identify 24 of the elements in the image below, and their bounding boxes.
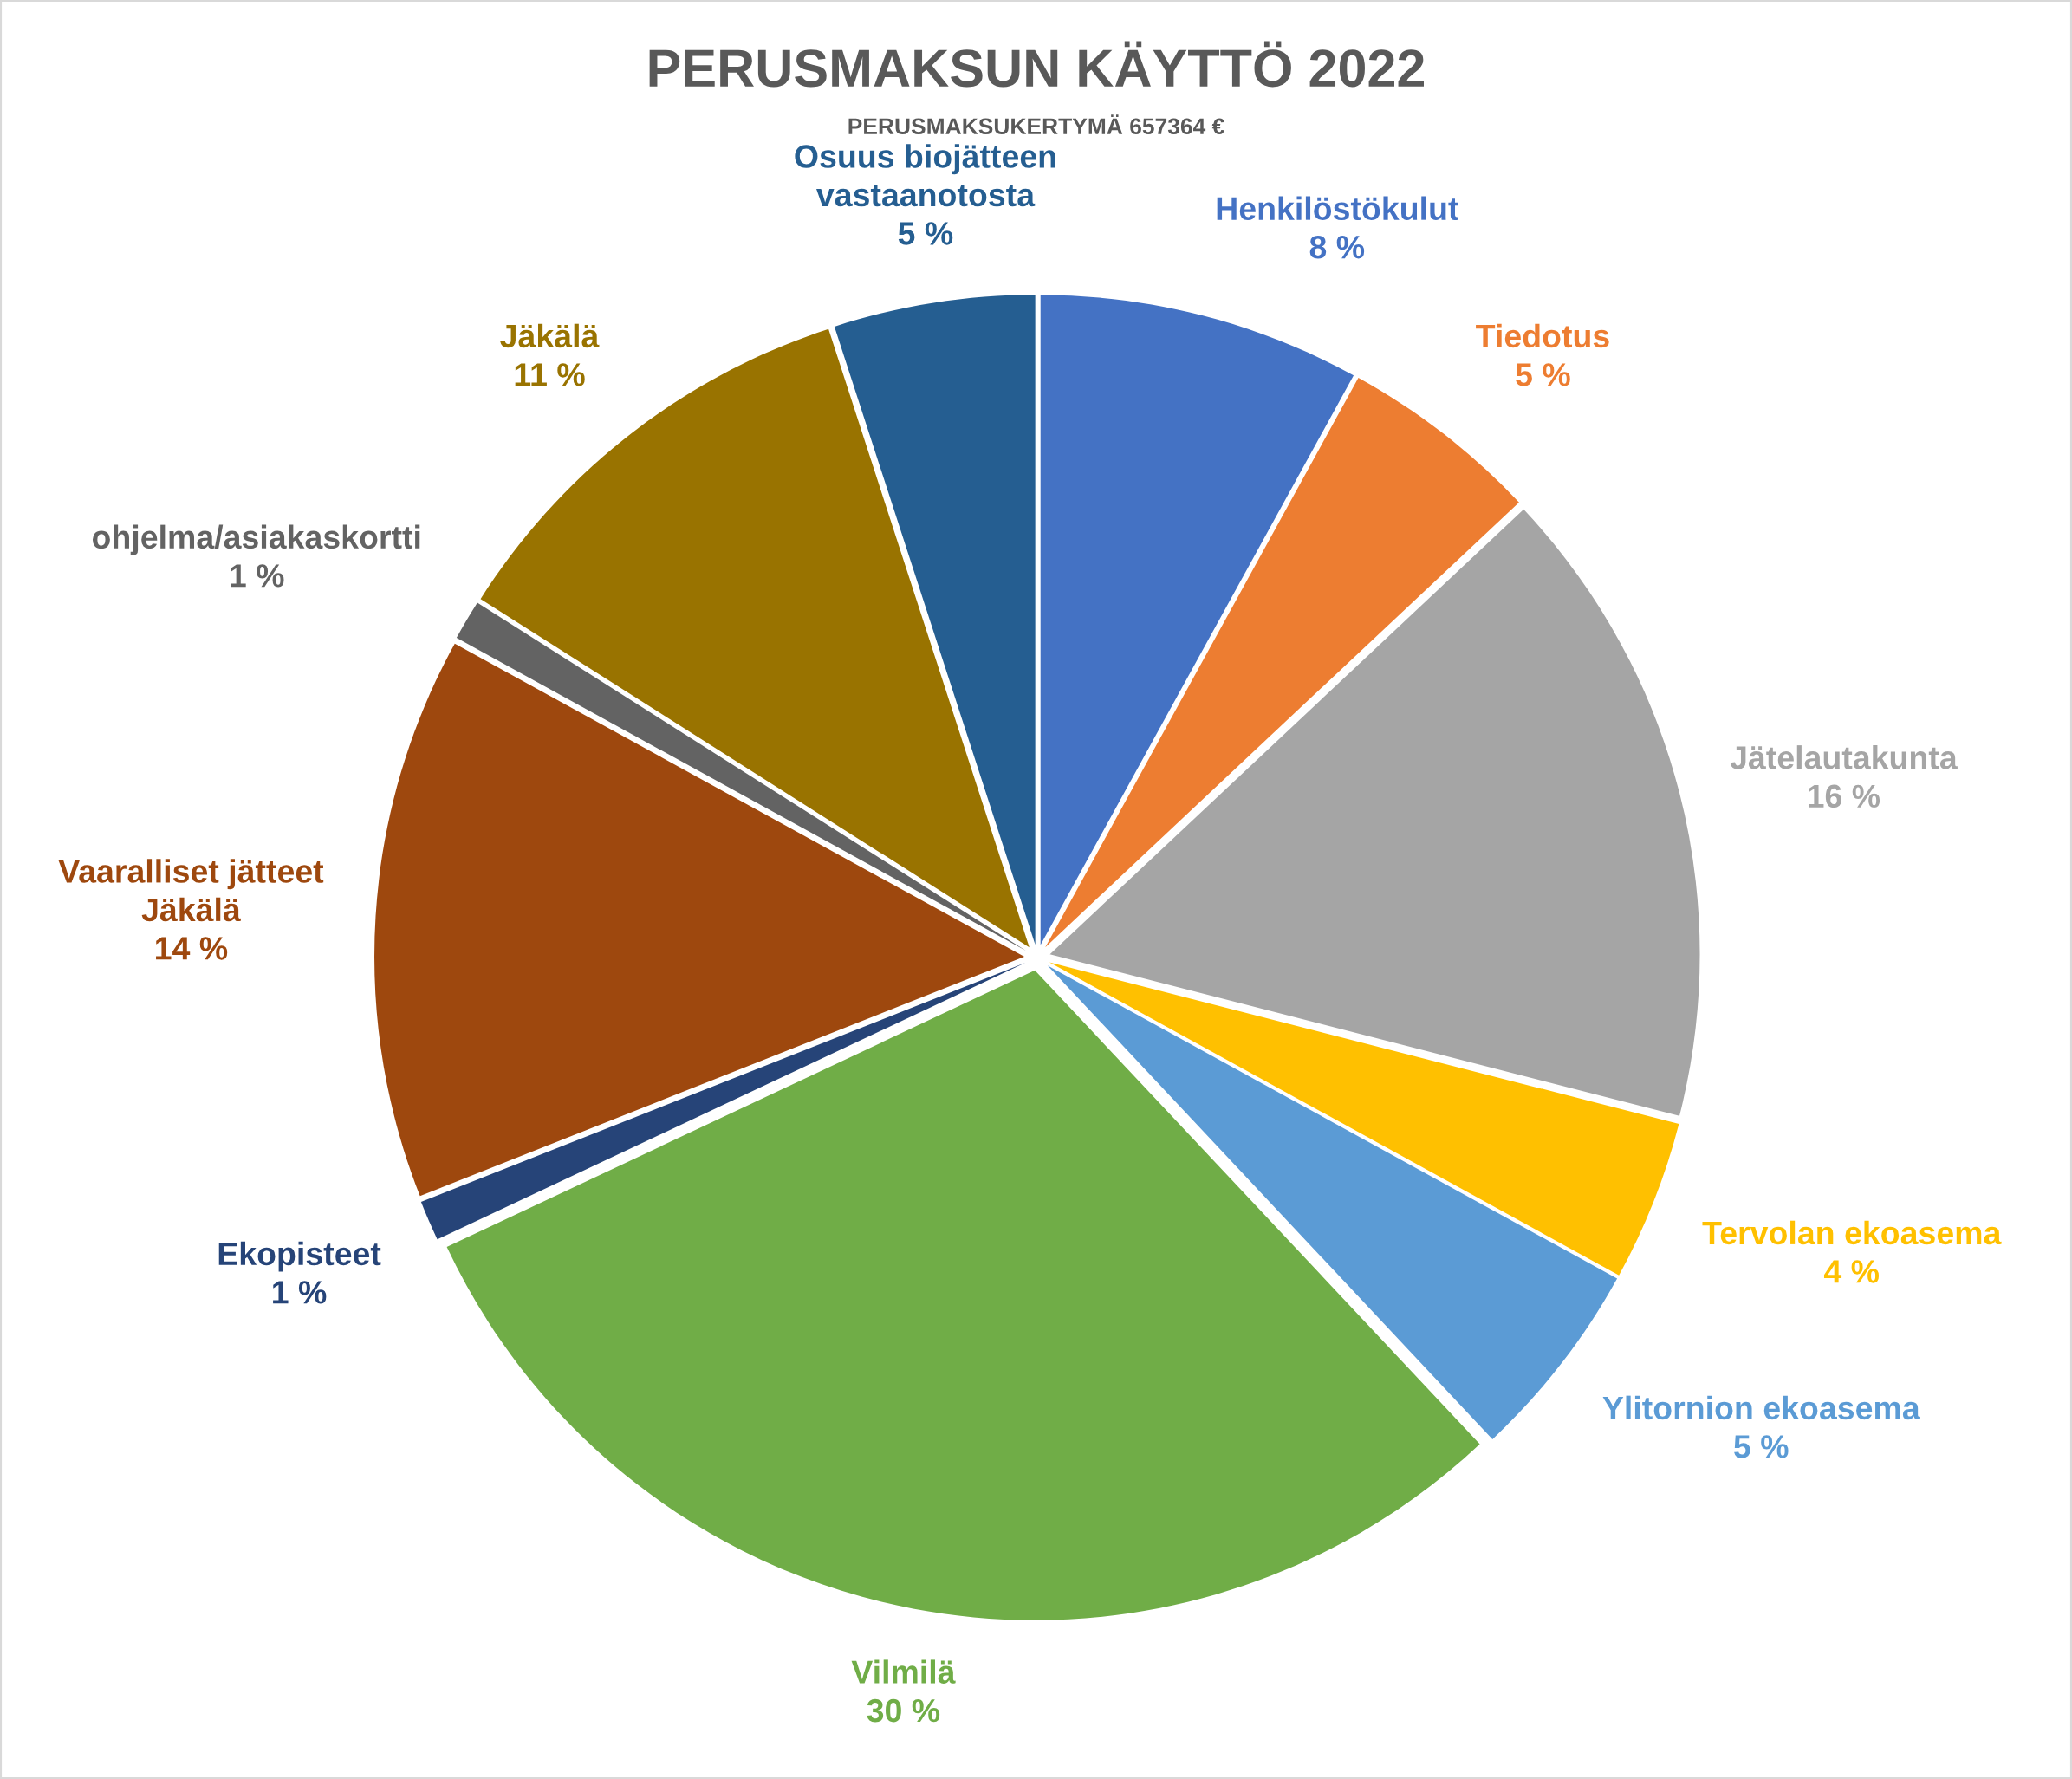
slice-label: Jäkälä: [500, 323, 600, 348]
slice-label: Vaaralliset jätteet Jäkälä: [58, 859, 324, 922]
data-label: 4 %: [1823, 1260, 1880, 1283]
slice-label: Ekopisteet: [218, 1241, 381, 1272]
slice-label: Tervolan ekoasema: [1702, 1220, 2002, 1245]
data-label: 1 %: [231, 564, 284, 588]
data-label: 14 %: [156, 937, 228, 960]
data-label: 5 %: [1516, 363, 1570, 386]
data-label: 1 %: [273, 1281, 327, 1304]
slice-label: Osuus biojätteen vastaanotosta: [795, 144, 1055, 207]
slice-label: Tiedotus: [1476, 323, 1609, 348]
slice-label: Henkilöstökulut: [1217, 196, 1458, 221]
slice-label: Jätelautakunta: [1730, 745, 1958, 769]
slice-label: Vilmilä: [851, 1659, 956, 1684]
data-label: 16 %: [1808, 784, 1880, 808]
chart-title: PERUSMAKSUN KÄYTTÖ 2022: [649, 41, 1424, 88]
data-label: 11 %: [515, 363, 585, 386]
chart-subtitle: PERUSMAKSUKERTYMÄ 657364 €: [848, 114, 1224, 135]
data-label: 8 %: [1309, 235, 1365, 259]
data-label: 5 %: [898, 222, 953, 245]
slice-label: ohjelma/asiakaskortti: [92, 524, 420, 555]
data-label: 5 %: [1734, 1435, 1789, 1458]
data-label: 30 %: [867, 1698, 940, 1723]
slice-label: Ylitornion ekoasema: [1602, 1395, 1920, 1420]
